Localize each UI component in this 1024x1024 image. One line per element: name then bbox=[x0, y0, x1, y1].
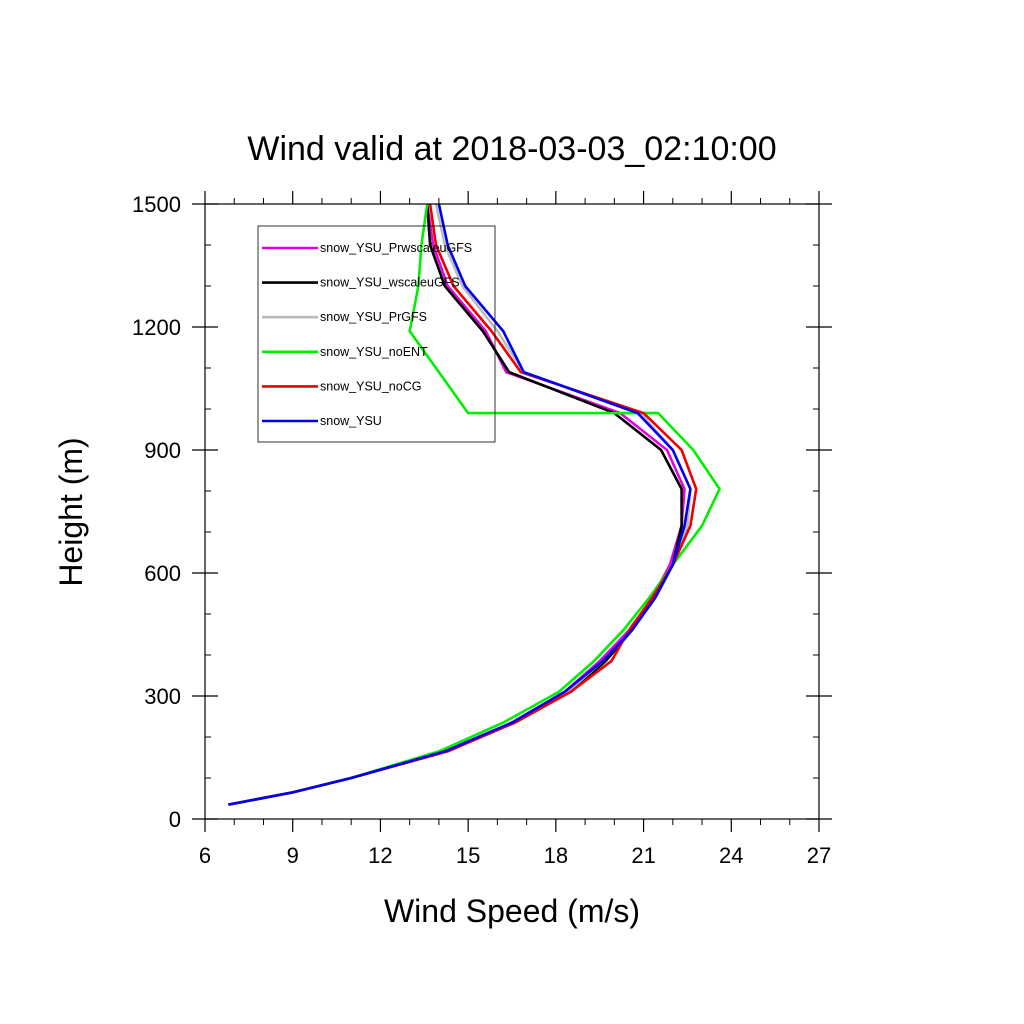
legend: snow_YSU_PrwscaleuGFS snow_YSU_wscaleuGFS… bbox=[257, 225, 496, 443]
legend-entry: snow_YSU_wscaleuGFS bbox=[320, 276, 460, 290]
y-tick-label: 0 bbox=[169, 807, 181, 832]
x-tick-label: 27 bbox=[807, 843, 831, 868]
series-line-snow_YSU_PrwscaleuGFS bbox=[228, 203, 686, 806]
x-tick-label: 15 bbox=[456, 843, 480, 868]
x-axis-label: Wind Speed (m/s) bbox=[384, 893, 640, 929]
legend-box bbox=[257, 225, 496, 443]
axis-ticks bbox=[192, 191, 832, 832]
series-line-snow_YSU_noCG bbox=[228, 203, 698, 806]
series-line-snow_YSU bbox=[228, 203, 692, 806]
legend-entry: snow_YSU bbox=[320, 414, 382, 428]
plot-frame bbox=[204, 203, 820, 820]
y-tick-label: 900 bbox=[144, 438, 181, 463]
y-tick-label: 600 bbox=[144, 561, 181, 586]
y-tick-label: 300 bbox=[144, 684, 181, 709]
y-axis-label: Height (m) bbox=[53, 437, 89, 586]
x-tick-label: 9 bbox=[287, 843, 299, 868]
tick-labels: 6 9 12 15 18 21 24 27 0 300 600 900 1200 1500 bbox=[132, 192, 831, 868]
legend-entry: snow_YSU_noCG bbox=[320, 379, 421, 393]
x-tick-label: 6 bbox=[199, 843, 211, 868]
series-lines bbox=[228, 203, 721, 806]
legend-entry: snow_YSU_PrwscaleuGFS bbox=[320, 241, 472, 255]
chart-title: Wind valid at 2018-03-03_02:10:00 bbox=[247, 130, 776, 168]
legend-entry: snow_YSU_PrGFS bbox=[320, 310, 427, 324]
legend-entry: snow_YSU_noENT bbox=[320, 345, 428, 359]
x-tick-label: 21 bbox=[631, 843, 655, 868]
x-tick-label: 24 bbox=[719, 843, 743, 868]
y-tick-label: 1500 bbox=[132, 192, 181, 217]
x-tick-label: 12 bbox=[368, 843, 392, 868]
x-tick-label: 18 bbox=[544, 843, 568, 868]
y-tick-label: 1200 bbox=[132, 315, 181, 340]
series-line-snow_YSU_noENT bbox=[228, 203, 721, 806]
